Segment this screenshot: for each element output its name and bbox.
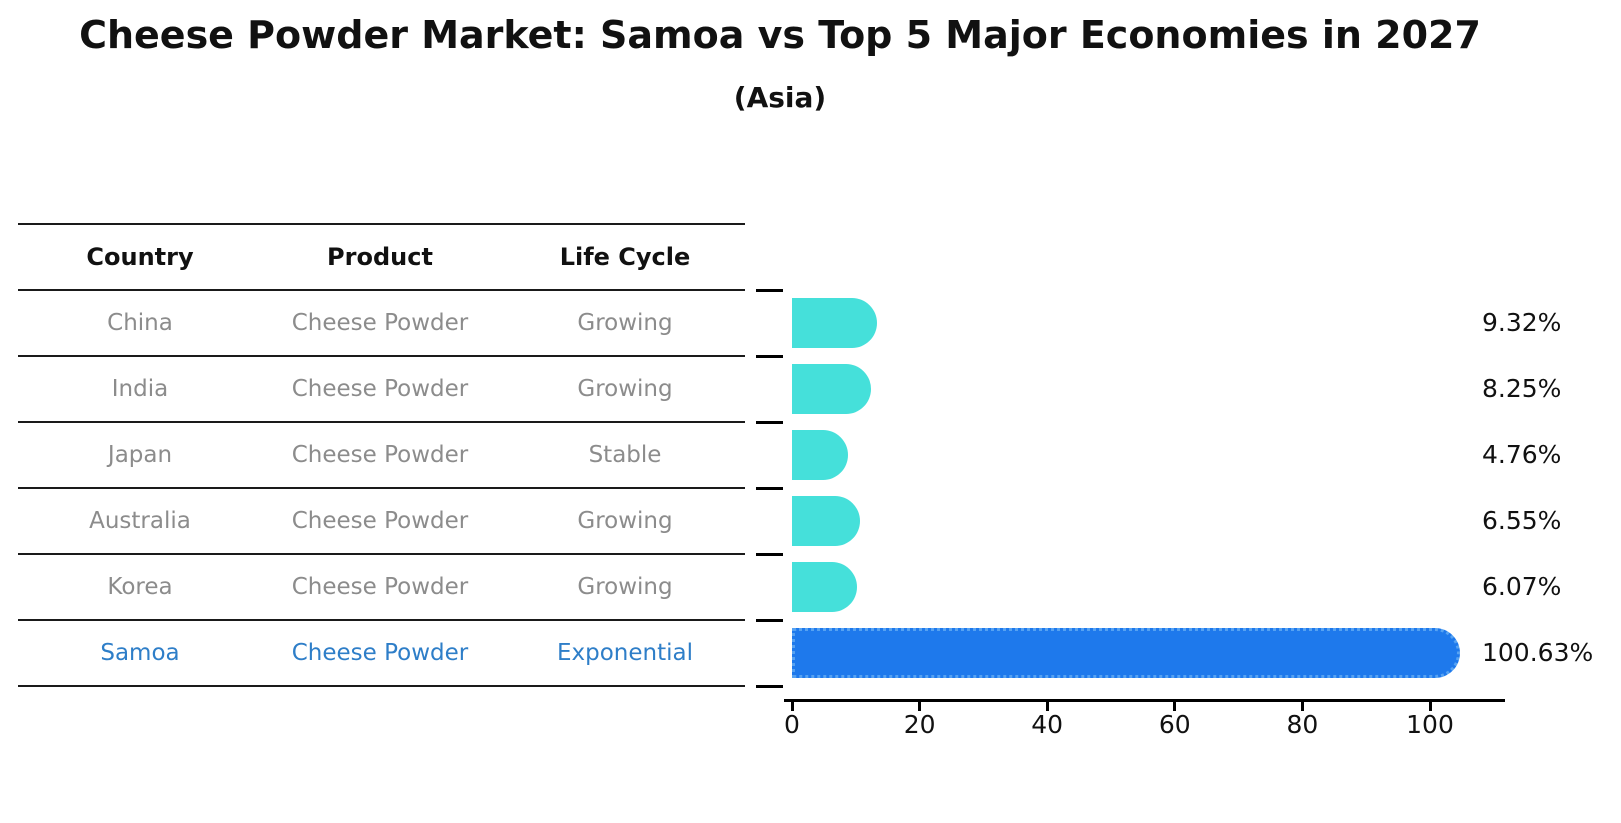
bar-australia bbox=[792, 496, 860, 546]
cell-product: Cheese Powder bbox=[291, 442, 469, 468]
chart-title: Cheese Powder Market: Samoa vs Top 5 Maj… bbox=[79, 13, 1481, 57]
x-tick-label: 40 bbox=[1031, 710, 1064, 739]
value-label: 8.25% bbox=[1482, 374, 1562, 403]
bar-japan bbox=[792, 430, 849, 480]
x-tick-label: 100 bbox=[1406, 710, 1454, 739]
y-tick bbox=[756, 355, 783, 358]
y-tick bbox=[756, 619, 783, 622]
cell-life-cycle: Exponential bbox=[556, 640, 694, 666]
x-tick bbox=[1428, 700, 1432, 711]
bar-china bbox=[792, 298, 878, 348]
y-tick bbox=[756, 553, 783, 556]
table-divider bbox=[18, 487, 745, 489]
x-tick-label: 60 bbox=[1158, 710, 1191, 739]
x-tick-label: 20 bbox=[903, 710, 936, 739]
col-header-product: Product bbox=[327, 243, 433, 271]
cell-product: Cheese Powder bbox=[291, 310, 469, 336]
value-label: 9.32% bbox=[1482, 308, 1562, 337]
table-divider bbox=[18, 355, 745, 357]
value-label: 100.63% bbox=[1482, 638, 1594, 667]
cell-country: India bbox=[111, 376, 169, 402]
col-header-country: Country bbox=[86, 243, 194, 271]
x-tick bbox=[1173, 700, 1177, 711]
y-tick bbox=[756, 685, 783, 688]
table-divider bbox=[18, 685, 745, 687]
bar-india bbox=[792, 364, 871, 414]
cell-life-cycle: Growing bbox=[577, 508, 673, 534]
cell-product: Cheese Powder bbox=[291, 376, 469, 402]
bar-korea bbox=[792, 562, 857, 612]
bar-samoa bbox=[792, 628, 1461, 678]
x-axis-line bbox=[784, 699, 1505, 702]
chart-subtitle: (Asia) bbox=[733, 81, 827, 114]
x-tick-label: 80 bbox=[1286, 710, 1319, 739]
y-tick bbox=[756, 487, 783, 490]
table-divider bbox=[18, 289, 745, 291]
cell-product: Cheese Powder bbox=[291, 574, 469, 600]
x-tick bbox=[918, 700, 922, 711]
cell-product: Cheese Powder bbox=[291, 640, 469, 666]
table-divider bbox=[18, 553, 745, 555]
value-label: 6.07% bbox=[1482, 572, 1562, 601]
table-divider bbox=[18, 223, 745, 225]
table-divider bbox=[18, 619, 745, 621]
col-header-life-cycle: Life Cycle bbox=[559, 243, 691, 271]
x-tick bbox=[1300, 700, 1304, 711]
x-tick bbox=[790, 700, 794, 711]
cell-country: Korea bbox=[107, 574, 173, 600]
cell-country: Australia bbox=[89, 508, 191, 534]
cell-life-cycle: Growing bbox=[577, 574, 673, 600]
cell-country: Samoa bbox=[100, 640, 180, 666]
cell-country: China bbox=[107, 310, 173, 336]
x-tick bbox=[1045, 700, 1049, 711]
x-tick-label: 0 bbox=[784, 710, 800, 739]
y-tick bbox=[756, 421, 783, 424]
value-label: 4.76% bbox=[1482, 440, 1562, 469]
cell-country: Japan bbox=[107, 442, 173, 468]
cell-life-cycle: Growing bbox=[577, 310, 673, 336]
table-divider bbox=[18, 421, 745, 423]
cell-life-cycle: Growing bbox=[577, 376, 673, 402]
cell-product: Cheese Powder bbox=[291, 508, 469, 534]
value-label: 6.55% bbox=[1482, 506, 1562, 535]
y-tick bbox=[756, 289, 783, 292]
cell-life-cycle: Stable bbox=[588, 442, 662, 468]
